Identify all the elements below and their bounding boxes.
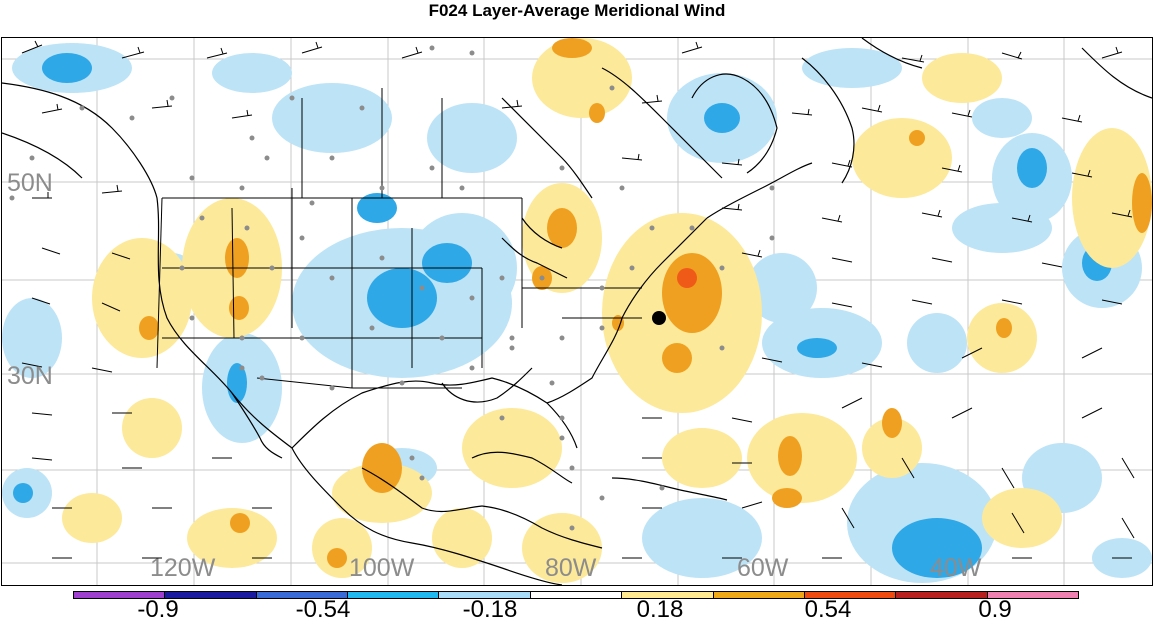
coastlines (2, 38, 1152, 585)
lon-label-80w: 80W (545, 554, 597, 582)
station-dots (9, 45, 775, 531)
colorbar-swatch (439, 592, 531, 598)
colorbar-label-neg-0-54: -0.54 (295, 596, 351, 623)
political-boundaries (156, 88, 642, 389)
colorbar-swatch (804, 592, 897, 598)
strong-positive-wind-areas (139, 38, 1152, 568)
colorbar-swatch (165, 592, 257, 598)
lon-label-100w: 100W (349, 554, 415, 582)
colorbar-swatch (348, 592, 440, 598)
map-title: F024 Layer-Average Meridional Wind (428, 1, 726, 20)
strong-negative-wind-areas (13, 53, 1112, 578)
colorbar-label-0-9: 0.9 (978, 596, 1012, 623)
colorbar-swatch (896, 592, 988, 598)
lon-label-60w: 60W (737, 554, 789, 582)
strongest-positive-wind-areas (677, 268, 697, 288)
colorbar-swatch (530, 592, 623, 598)
map-canvas (2, 38, 1152, 585)
map-panel: 50N 30N 120W 100W 80W 60W 40W (1, 37, 1153, 586)
lon-label-120w: 120W (150, 554, 216, 582)
colorbar-swatch (987, 592, 1078, 598)
colorbar-swatch (256, 592, 349, 598)
lat-label-50n: 50N (7, 169, 53, 197)
lat-label-30n: 30N (7, 362, 53, 390)
colorbar-swatch (713, 592, 805, 598)
colorbar-swatch (74, 592, 166, 598)
wind-barbs (21, 40, 1135, 559)
colorbar-label-0-54: 0.54 (804, 596, 852, 623)
colorbar-swatch (622, 592, 714, 598)
highlighted-location-marker (652, 311, 666, 325)
colorbar-label-0-18: 0.18 (636, 596, 684, 623)
positive-wind-areas (62, 38, 1152, 583)
lon-label-40w: 40W (930, 554, 982, 582)
colorbar-label-neg-0-9: -0.9 (137, 596, 179, 623)
colorbar (73, 591, 1079, 599)
colorbar-label-neg-0-18: -0.18 (462, 596, 518, 623)
